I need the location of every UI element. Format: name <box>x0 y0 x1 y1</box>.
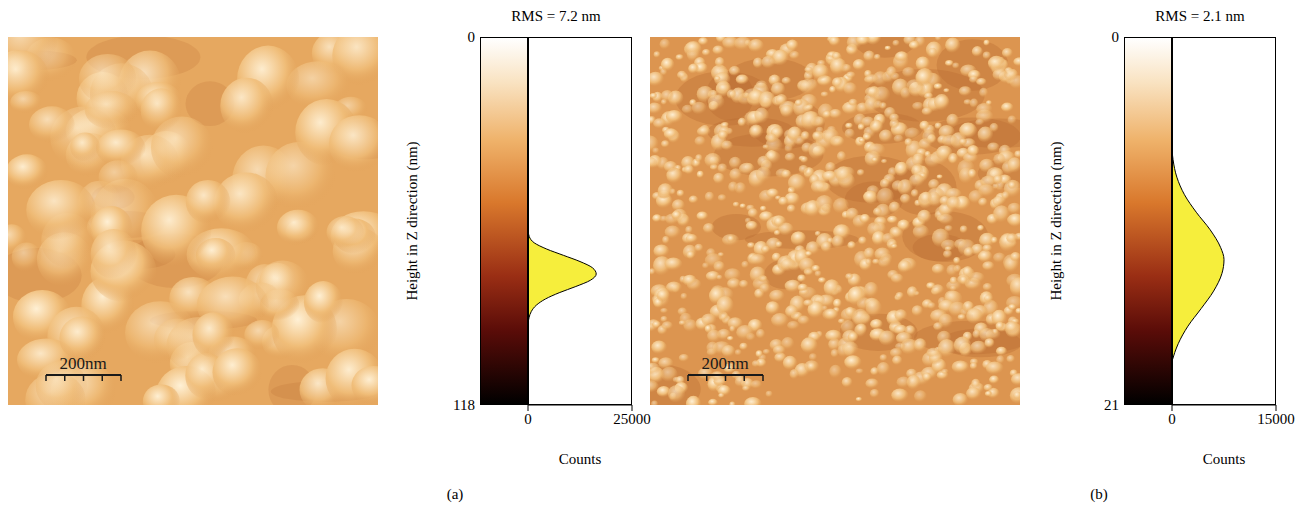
svg-text:21: 21 <box>1104 397 1119 413</box>
svg-text:0: 0 <box>1168 411 1176 427</box>
svg-text:Height in Z direction (nm): Height in Z direction (nm) <box>404 141 421 300</box>
html-text:RMS = 7.2 nm: RMS = 7.2 nm <box>511 8 601 24</box>
svg-text:200nm: 200nm <box>59 354 106 373</box>
svg-text:25000: 25000 <box>613 411 651 427</box>
svg-text:Counts: Counts <box>559 451 602 467</box>
svg-text:200nm: 200nm <box>701 354 748 373</box>
svg-text:15000: 15000 <box>1257 411 1295 427</box>
svg-text:0: 0 <box>1112 29 1120 45</box>
html-text:(b): (b) <box>1090 486 1108 502</box>
html-text:(a): (a) <box>446 486 464 502</box>
svg-text:Counts: Counts <box>1203 451 1246 467</box>
svg-text:118: 118 <box>453 397 475 413</box>
html-text:RMS = 2.1 nm: RMS = 2.1 nm <box>1155 8 1245 24</box>
svg-text:0: 0 <box>524 411 532 427</box>
svg-text:0: 0 <box>468 29 476 45</box>
svg-text:Height in Z direction (nm): Height in Z direction (nm) <box>1048 141 1065 300</box>
